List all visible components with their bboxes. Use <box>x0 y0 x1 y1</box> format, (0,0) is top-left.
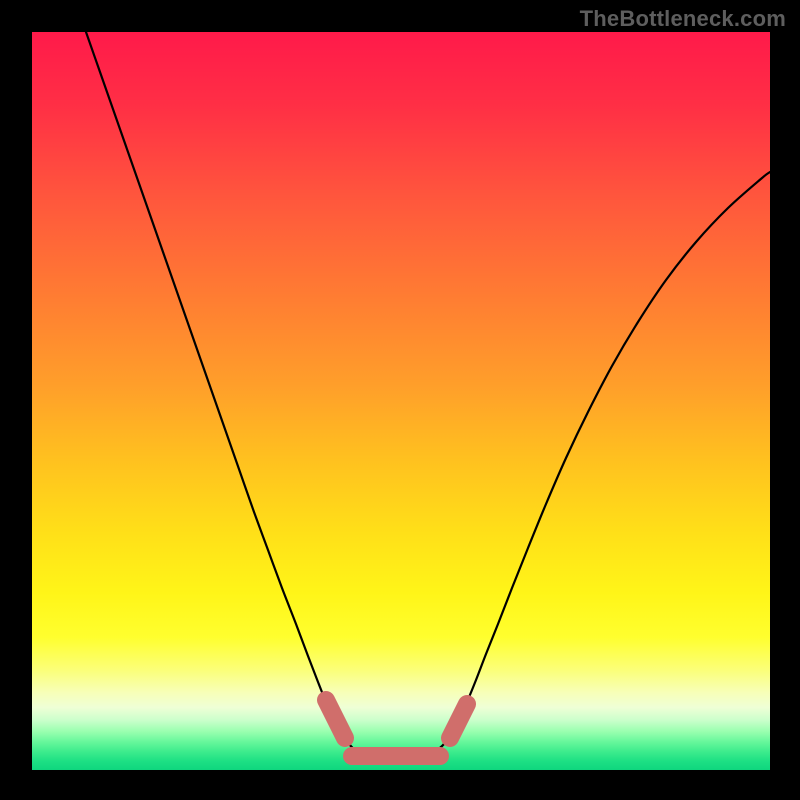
bottleneck-chart <box>0 0 800 800</box>
watermark-text: TheBottleneck.com <box>580 6 786 32</box>
chart-container: TheBottleneck.com <box>0 0 800 800</box>
